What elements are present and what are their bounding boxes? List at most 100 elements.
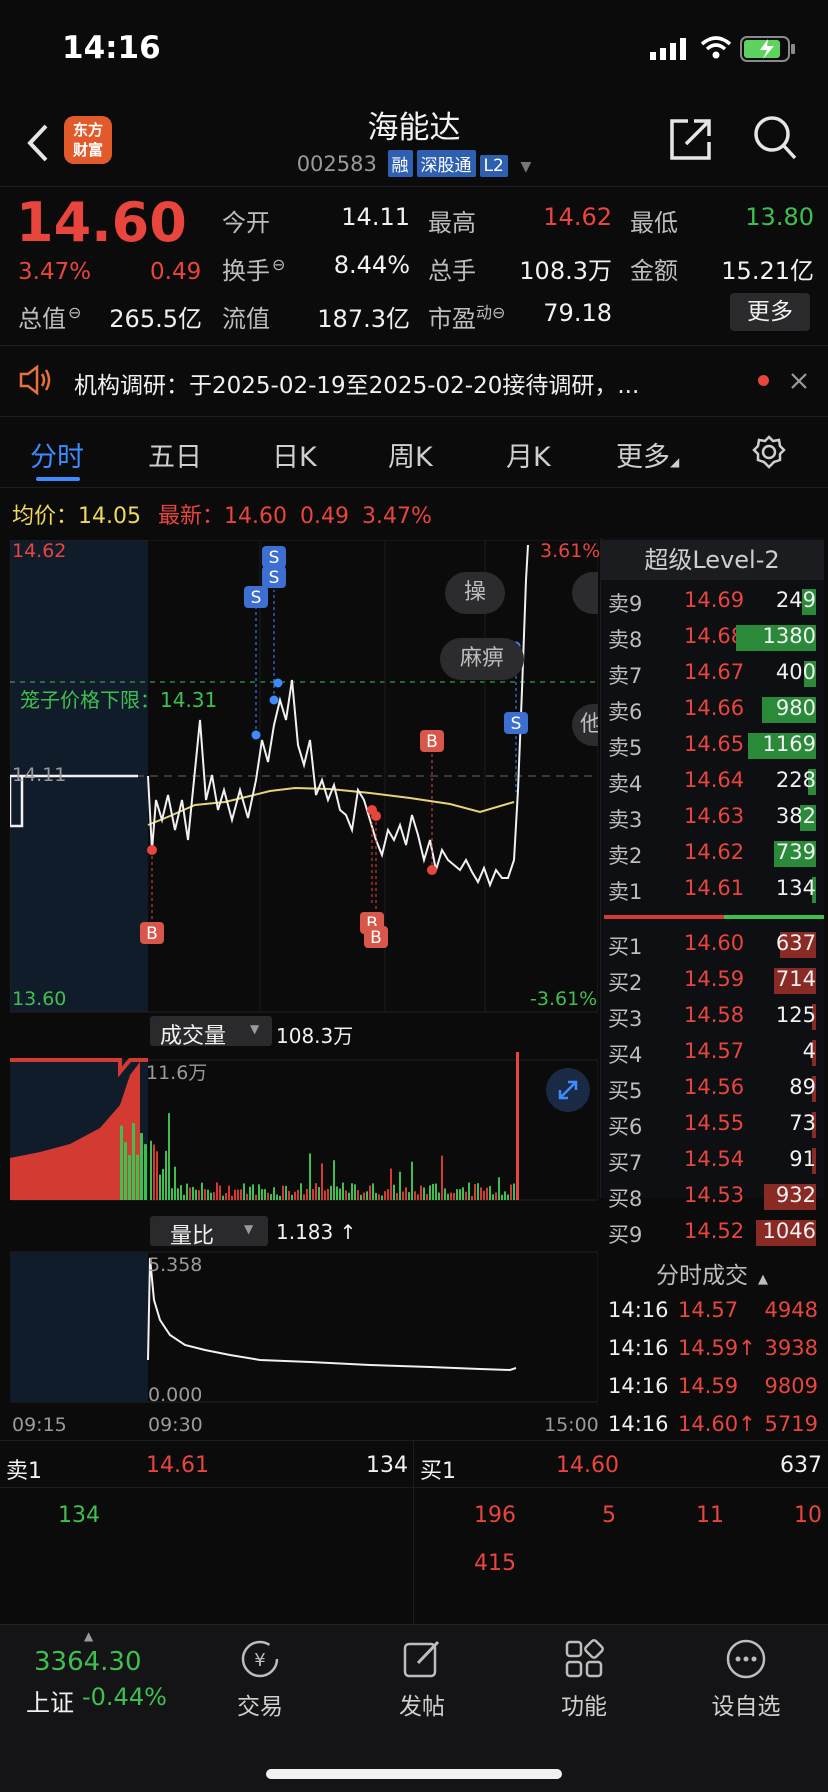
ask-row[interactable]: 卖8 14.68 1380 — [600, 618, 820, 654]
ratio-pre-shade — [10, 1252, 148, 1402]
bid-row[interactable]: 买4 14.57 4 — [600, 1033, 820, 1069]
stock-name: 海能达 — [367, 110, 461, 146]
volume-bar — [324, 1190, 326, 1200]
notice-text: 机构调研：于2025-02-19至2025-02-20接待调研，... — [74, 373, 640, 399]
ratio-bar-green — [724, 915, 824, 919]
price-limit-label: 笼子价格下限：14.31 — [20, 688, 218, 712]
comment-bubble[interactable]: 麻痹 — [440, 638, 524, 680]
volume-selector[interactable]: 成交量 ▼ — [150, 1016, 272, 1049]
ask-row[interactable]: 卖4 14.64 228 — [600, 762, 820, 798]
index-ticker[interactable]: 3364.30 上证 -0.44% — [0, 1625, 190, 1735]
ratio-selector[interactable]: 量比 ▼ — [150, 1216, 268, 1249]
volume-bar — [402, 1191, 404, 1200]
stock-code-row: 002583 融深股通 L2 ▼ — [0, 150, 828, 177]
tab-more[interactable]: 更多◢ — [616, 435, 679, 474]
status-time: 14:16 — [62, 30, 161, 66]
share-icon[interactable] — [668, 116, 714, 162]
comment-bubble[interactable]: 操 — [445, 572, 505, 614]
tab-intraday[interactable]: 分时 — [30, 442, 84, 473]
volume-bar — [462, 1187, 464, 1200]
auction-volume-top — [10, 1058, 148, 1078]
queue-buy-order[interactable]: 5 — [602, 1503, 616, 1528]
queue-buy-order[interactable]: 11 — [696, 1503, 724, 1528]
tag-level2: L2 — [479, 155, 508, 177]
bid-row[interactable]: 买3 14.58 125 — [600, 997, 820, 1033]
open-value: 14.11 — [341, 203, 410, 231]
volume-bar — [165, 1150, 167, 1200]
volume-bar — [345, 1190, 347, 1200]
trades-title[interactable]: 分时成交 ▲ — [600, 1256, 824, 1290]
volume-bar — [369, 1185, 371, 1200]
ask-row[interactable]: 卖6 14.66 980 — [600, 690, 820, 726]
divider — [0, 1487, 828, 1488]
close-icon[interactable] — [790, 372, 808, 390]
volume-bar — [471, 1195, 473, 1200]
order-book-title: 超级Level-2 — [600, 540, 824, 580]
back-icon[interactable] — [24, 122, 52, 164]
ask-row[interactable]: 卖1 14.61 134 — [600, 870, 820, 906]
auction-volume-area — [10, 1062, 140, 1200]
tab-daily-k[interactable]: 日K — [272, 442, 317, 473]
volume-bar — [285, 1185, 287, 1200]
ask-row[interactable]: 卖5 14.65 1169 — [600, 726, 820, 762]
amount-value: 15.21亿 — [721, 257, 814, 285]
queue-buy-order[interactable]: 196 — [474, 1503, 516, 1528]
mktcap-label-text: 总值 — [18, 305, 66, 333]
volume-ratio-line — [147, 1257, 517, 1372]
tab-monthly-k[interactable]: 月K — [506, 442, 551, 473]
ask-row[interactable]: 卖2 14.62 739 — [600, 834, 820, 870]
ask-row[interactable]: 卖9 14.69 249 — [600, 582, 820, 618]
bid-row[interactable]: 买5 14.56 89 — [600, 1069, 820, 1105]
bid-row[interactable]: 买7 14.54 91 — [600, 1141, 820, 1177]
volume-bars — [120, 1113, 515, 1200]
notice-bar[interactable]: 机构调研：于2025-02-19至2025-02-20接待调研，... — [0, 350, 828, 410]
info-icon[interactable]: ⊖ — [68, 303, 82, 322]
ask-volume: 739 — [775, 840, 816, 864]
bid-row[interactable]: 买2 14.59 714 — [600, 961, 820, 997]
ask-row[interactable]: 卖3 14.63 382 — [600, 798, 820, 834]
more-button[interactable]: 更多 — [730, 293, 810, 331]
volume-bar — [330, 1185, 332, 1200]
volume-bar — [387, 1189, 389, 1200]
bid-price: 14.60 — [684, 931, 745, 955]
volume-bar — [144, 1144, 147, 1200]
info-icon[interactable]: ⊖ — [492, 303, 506, 322]
ratio-bar-red — [604, 915, 724, 919]
bid-row[interactable]: 买8 14.53 932 — [600, 1177, 820, 1213]
bid-row[interactable]: 买9 14.52 1046 — [600, 1213, 820, 1249]
ratio-label: 量比 — [170, 1224, 215, 1249]
volume-bar — [312, 1189, 314, 1200]
volume-bar — [231, 1195, 233, 1200]
caret-down-icon: ▼ — [250, 1022, 260, 1036]
queue-sell-order[interactable]: 134 — [58, 1503, 100, 1528]
low-value: 13.80 — [745, 203, 814, 231]
high-label: 最高 — [428, 209, 476, 237]
bid-row[interactable]: 买6 14.55 73 — [600, 1105, 820, 1141]
tab-five-day[interactable]: 五日 — [148, 442, 202, 473]
volume-bar — [249, 1186, 251, 1200]
intraday-chart[interactable]: B S S S B B B S — [10, 540, 598, 1440]
volume-bar — [136, 1154, 139, 1200]
ask-volume: 400 — [775, 660, 816, 684]
info-icon[interactable]: ⊖ — [272, 255, 286, 274]
trade-volume: 4948 — [764, 1298, 818, 1322]
ask-row[interactable]: 卖7 14.67 400 — [600, 654, 820, 690]
volume-bar — [177, 1188, 179, 1200]
ask-level: 卖5 — [608, 736, 643, 760]
volume-value: 108.3万 — [519, 257, 612, 285]
axis-top-pct: 3.61% — [540, 540, 601, 562]
bid-volume: 1046 — [762, 1219, 816, 1243]
search-icon[interactable] — [752, 114, 798, 162]
pe-value: 79.18 — [543, 299, 612, 327]
trade-row: 14:16 14.60↑ 5719 — [600, 1406, 822, 1442]
ask-level: 卖1 — [608, 880, 643, 904]
tab-weekly-k[interactable]: 周K — [388, 442, 433, 473]
dropdown-caret-icon[interactable]: ▼ — [520, 159, 532, 175]
expand-button[interactable] — [546, 1068, 590, 1112]
queue-buy-order[interactable]: 415 — [474, 1551, 516, 1576]
bid-row[interactable]: 买1 14.60 637 — [600, 925, 820, 961]
queue-buy-order[interactable]: 10 — [794, 1503, 822, 1528]
settings-gear-icon[interactable] — [752, 435, 786, 469]
battery-icon — [740, 36, 795, 62]
bid-level: 买4 — [608, 1043, 643, 1067]
